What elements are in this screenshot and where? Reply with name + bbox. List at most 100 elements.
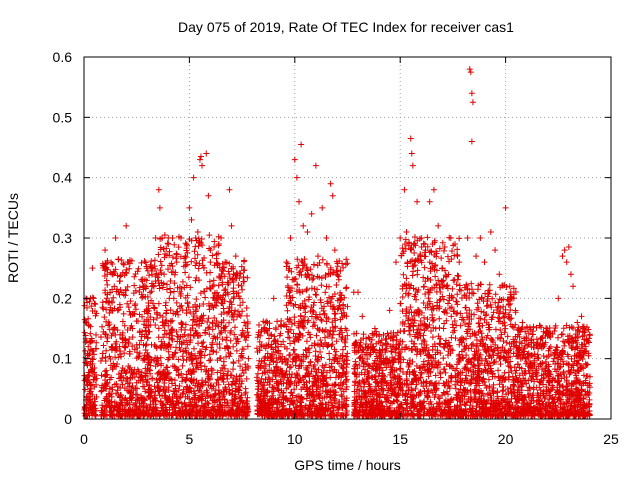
data-point	[215, 242, 222, 249]
data-point	[142, 388, 149, 395]
data-point	[157, 267, 164, 274]
data-point	[148, 412, 155, 419]
data-point	[449, 285, 456, 292]
data-point	[175, 371, 182, 378]
data-point	[184, 341, 191, 348]
data-point	[138, 333, 145, 340]
data-point	[206, 232, 213, 239]
data-point	[207, 357, 214, 364]
data-point	[177, 346, 184, 353]
data-point	[142, 397, 149, 404]
data-point	[122, 292, 129, 299]
data-point	[171, 390, 178, 397]
data-point	[179, 333, 186, 340]
data-point	[175, 399, 182, 406]
chart-title: Day 075 of 2019, Rate Of TEC Index for r…	[178, 19, 514, 35]
data-point	[146, 272, 153, 279]
data-point	[157, 244, 164, 251]
data-point	[124, 399, 131, 406]
data-point	[194, 314, 201, 321]
data-point	[91, 395, 98, 402]
data-point	[422, 253, 429, 260]
data-point	[214, 334, 221, 341]
data-point	[143, 408, 150, 415]
data-point	[103, 381, 110, 388]
data-point	[195, 387, 202, 394]
data-point	[126, 265, 133, 272]
data-point	[98, 334, 105, 341]
data-point	[139, 313, 146, 320]
data-point	[81, 406, 88, 413]
data-point	[454, 246, 461, 253]
data-point	[126, 350, 133, 357]
data-point	[334, 263, 341, 270]
data-point	[188, 352, 195, 359]
data-point	[125, 388, 132, 395]
data-point	[123, 287, 130, 294]
data-point	[103, 412, 110, 419]
data-point	[167, 318, 174, 325]
data-point	[104, 334, 111, 341]
data-point	[166, 330, 173, 337]
data-point	[132, 306, 139, 313]
data-point	[99, 323, 106, 330]
data-point	[188, 258, 195, 265]
data-point	[177, 290, 184, 297]
data-point	[120, 261, 127, 268]
data-point	[202, 368, 209, 375]
data-point	[169, 254, 176, 261]
data-point	[310, 261, 317, 268]
data-point	[211, 262, 218, 269]
data-point	[173, 255, 180, 262]
data-point	[178, 410, 185, 417]
data-point	[120, 374, 127, 381]
data-point	[104, 338, 111, 345]
data-point	[199, 262, 206, 269]
data-point	[142, 293, 149, 300]
data-point	[172, 385, 179, 392]
data-point	[205, 367, 212, 374]
data-point	[144, 378, 151, 385]
data-point	[209, 320, 216, 327]
data-point	[303, 287, 310, 294]
data-point	[178, 400, 185, 407]
data-point	[141, 308, 148, 315]
data-point	[197, 290, 204, 297]
data-point	[91, 300, 98, 307]
data-point	[486, 281, 493, 288]
data-point	[163, 310, 170, 317]
data-point	[99, 299, 106, 306]
data-point	[81, 302, 88, 309]
data-point	[210, 348, 217, 355]
data-point	[131, 346, 138, 353]
data-point	[107, 269, 114, 276]
data-point	[176, 394, 183, 401]
data-point	[198, 340, 205, 347]
data-point	[450, 277, 457, 284]
data-point	[454, 276, 461, 283]
data-point	[131, 302, 138, 309]
data-point	[170, 295, 177, 302]
data-point	[111, 305, 118, 312]
data-point	[507, 316, 514, 323]
data-point	[106, 326, 113, 333]
data-point	[123, 266, 130, 273]
data-point	[92, 398, 99, 405]
data-point	[128, 322, 135, 329]
data-point	[106, 353, 113, 360]
data-point	[208, 382, 215, 389]
data-point	[428, 248, 435, 255]
data-point	[185, 274, 192, 281]
data-point	[175, 412, 182, 419]
data-point	[155, 384, 162, 391]
data-point	[119, 365, 126, 372]
data-point	[185, 332, 192, 339]
data-point	[129, 343, 136, 350]
data-point	[133, 318, 140, 325]
data-point	[211, 238, 218, 245]
data-point	[182, 345, 189, 352]
data-point	[204, 375, 211, 382]
data-point	[130, 387, 137, 394]
data-point	[87, 330, 94, 337]
data-point	[207, 394, 214, 401]
